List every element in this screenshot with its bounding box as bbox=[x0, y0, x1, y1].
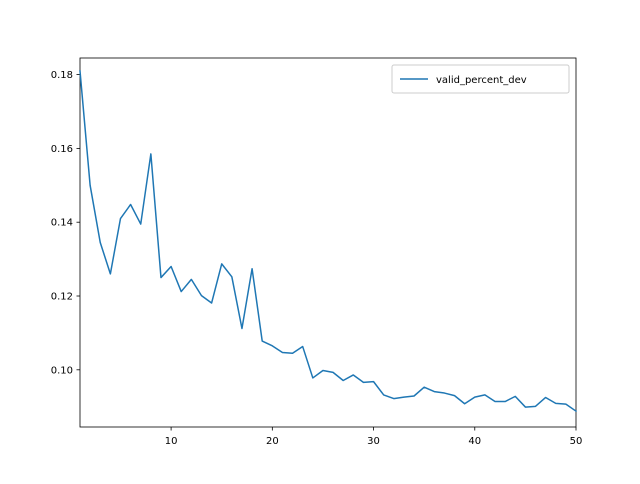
y-tick-label: 0.14 bbox=[51, 218, 73, 229]
x-tick-label: 10 bbox=[165, 436, 178, 447]
legend: valid_percent_dev bbox=[391, 64, 570, 94]
series-layer bbox=[79, 70, 578, 413]
plot-area bbox=[79, 57, 577, 428]
legend-box bbox=[391, 64, 570, 94]
y-tick-label: 0.18 bbox=[51, 70, 73, 81]
plot-frame bbox=[79, 57, 577, 428]
x-tick-label: 30 bbox=[367, 436, 380, 447]
y-axis: 0.10 0.12 0.14 0.16 0.18 bbox=[51, 70, 80, 376]
x-tick-label: 50 bbox=[570, 436, 583, 447]
y-tick-label: 0.16 bbox=[51, 144, 73, 155]
x-tick-label: 40 bbox=[468, 436, 481, 447]
y-tick-label: 0.10 bbox=[51, 365, 73, 376]
series-line-valid_percent_dev bbox=[79, 70, 578, 413]
x-axis: 10 20 30 40 50 bbox=[165, 427, 583, 447]
y-tick-label: 0.12 bbox=[51, 292, 73, 303]
legend-label: valid_percent_dev bbox=[436, 75, 527, 86]
x-tick-label: 20 bbox=[266, 436, 279, 447]
